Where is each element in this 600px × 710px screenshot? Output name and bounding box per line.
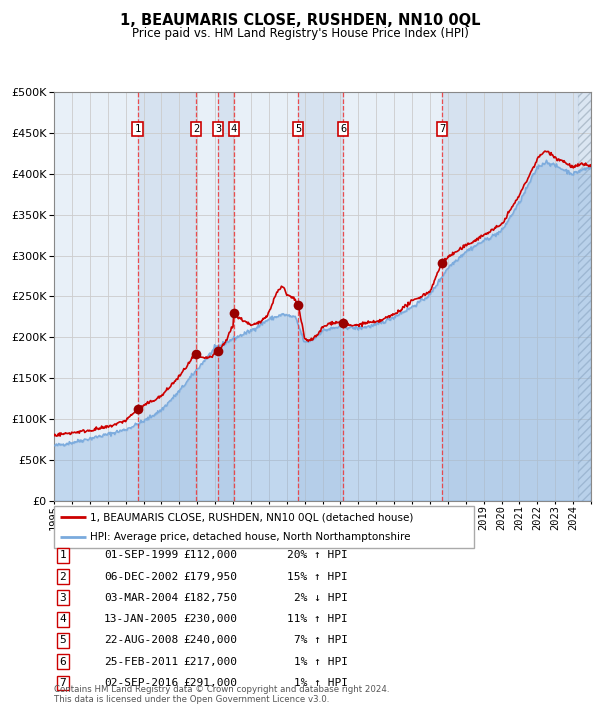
Text: HPI: Average price, detached house, North Northamptonshire: HPI: Average price, detached house, Nort… <box>90 532 410 542</box>
Text: 1% ↑ HPI: 1% ↑ HPI <box>294 657 348 667</box>
Text: 5: 5 <box>59 635 67 645</box>
Text: 13-JAN-2005: 13-JAN-2005 <box>104 614 178 624</box>
Text: £240,000: £240,000 <box>183 635 237 645</box>
Text: 7% ↑ HPI: 7% ↑ HPI <box>294 635 348 645</box>
Text: 6: 6 <box>340 124 346 134</box>
Bar <box>298 92 343 501</box>
Text: 02-SEP-2016: 02-SEP-2016 <box>104 678 178 688</box>
Text: Price paid vs. HM Land Registry's House Price Index (HPI): Price paid vs. HM Land Registry's House … <box>131 27 469 40</box>
Bar <box>442 92 578 501</box>
Text: 15% ↑ HPI: 15% ↑ HPI <box>287 572 348 581</box>
Text: 11% ↑ HPI: 11% ↑ HPI <box>287 614 348 624</box>
Text: 22-AUG-2008: 22-AUG-2008 <box>104 635 178 645</box>
Bar <box>578 92 591 501</box>
Text: 4: 4 <box>230 124 237 134</box>
Text: This data is licensed under the Open Government Licence v3.0.: This data is licensed under the Open Gov… <box>54 695 329 704</box>
Text: 03-MAR-2004: 03-MAR-2004 <box>104 593 178 603</box>
Text: £230,000: £230,000 <box>183 614 237 624</box>
Text: 6: 6 <box>59 657 67 667</box>
Text: £291,000: £291,000 <box>183 678 237 688</box>
Text: 06-DEC-2002: 06-DEC-2002 <box>104 572 178 581</box>
Text: 2: 2 <box>193 124 199 134</box>
Bar <box>137 92 196 501</box>
Bar <box>218 92 234 501</box>
Text: 25-FEB-2011: 25-FEB-2011 <box>104 657 178 667</box>
Text: £182,750: £182,750 <box>183 593 237 603</box>
FancyBboxPatch shape <box>54 506 474 548</box>
Text: £112,000: £112,000 <box>183 550 237 560</box>
Text: 3: 3 <box>215 124 221 134</box>
Text: 1: 1 <box>134 124 141 134</box>
Text: 7: 7 <box>59 678 67 688</box>
Text: 4: 4 <box>59 614 67 624</box>
Text: Contains HM Land Registry data © Crown copyright and database right 2024.: Contains HM Land Registry data © Crown c… <box>54 685 389 694</box>
Text: 1, BEAUMARIS CLOSE, RUSHDEN, NN10 0QL (detached house): 1, BEAUMARIS CLOSE, RUSHDEN, NN10 0QL (d… <box>90 513 413 523</box>
Text: 1: 1 <box>59 550 67 560</box>
Text: £179,950: £179,950 <box>183 572 237 581</box>
Text: 20% ↑ HPI: 20% ↑ HPI <box>287 550 348 560</box>
Text: 3: 3 <box>59 593 67 603</box>
Text: £217,000: £217,000 <box>183 657 237 667</box>
Text: 2: 2 <box>59 572 67 581</box>
Text: 1% ↑ HPI: 1% ↑ HPI <box>294 678 348 688</box>
Text: 5: 5 <box>295 124 301 134</box>
Text: 01-SEP-1999: 01-SEP-1999 <box>104 550 178 560</box>
Text: 7: 7 <box>439 124 445 134</box>
Bar <box>578 92 591 501</box>
Text: 1, BEAUMARIS CLOSE, RUSHDEN, NN10 0QL: 1, BEAUMARIS CLOSE, RUSHDEN, NN10 0QL <box>120 13 480 28</box>
Text: 2% ↓ HPI: 2% ↓ HPI <box>294 593 348 603</box>
